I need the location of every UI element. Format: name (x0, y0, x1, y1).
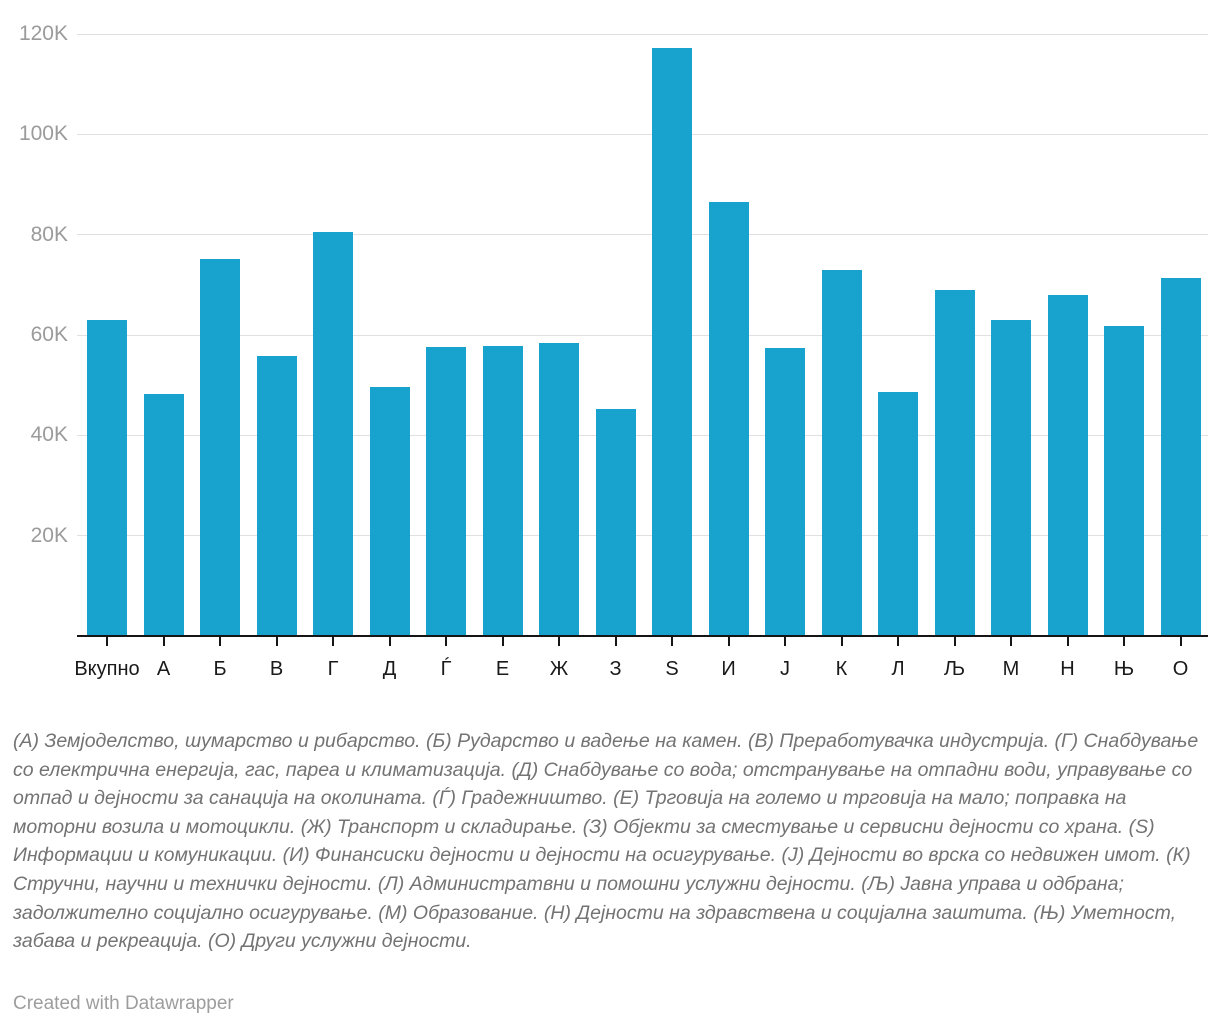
x-tick (1066, 637, 1069, 646)
y-gridline (77, 33, 1208, 35)
bar[interactable] (539, 343, 579, 636)
x-tick-label: Ж (549, 658, 569, 680)
x-tick-label: Л (891, 658, 905, 680)
x-tick-label: Г (327, 658, 339, 680)
x-tick (784, 637, 786, 646)
bar[interactable] (313, 231, 353, 636)
x-tick-label: Љ (943, 658, 966, 680)
bar[interactable] (934, 289, 975, 636)
x-tick-label: А (156, 658, 171, 680)
x-tick (1179, 637, 1182, 646)
x-tick (953, 637, 956, 646)
bar[interactable] (821, 269, 862, 636)
bar[interactable] (652, 48, 692, 636)
bar[interactable] (765, 348, 805, 636)
y-tick-label: 20K (30, 523, 68, 547)
x-tick-label: В (269, 658, 284, 680)
x-tick (275, 637, 278, 646)
x-tick-label: Д (382, 658, 397, 680)
bar-chart-plot-area: 20K 40K 60K 80K 100K 120K Вкупно А Б В Г Д Ѓ Е Ж З Ѕ И Ј К Л… (18, 22, 1208, 680)
x-tick-label: Ј (780, 658, 790, 680)
datawrapper-attribution[interactable]: Created with Datawrapper (13, 993, 234, 1014)
x-tick (388, 637, 391, 646)
y-tick-label: 120K (18, 22, 68, 45)
x-tick (897, 637, 899, 646)
bar[interactable] (87, 319, 127, 636)
bar[interactable] (595, 408, 636, 636)
bar[interactable] (143, 394, 184, 636)
bar[interactable] (200, 258, 240, 636)
x-tick (501, 637, 504, 646)
x-tick-label: Њ (1113, 658, 1135, 680)
bar[interactable] (426, 347, 466, 636)
x-tick-label: И (721, 658, 736, 680)
x-tick-label: Ѕ (665, 658, 679, 680)
y-gridline (77, 234, 1208, 236)
y-gridline (77, 334, 1208, 336)
bar[interactable] (1047, 294, 1088, 636)
bar[interactable] (256, 356, 297, 636)
category-legend-footnote: (А) Земјоделство, шумарство и рибарство.… (13, 730, 1199, 953)
y-tick-label: 60K (30, 323, 68, 346)
x-tick (219, 637, 221, 646)
y-gridline (77, 133, 1208, 135)
bar[interactable] (1160, 278, 1201, 636)
x-tick-label: О (1172, 658, 1189, 680)
x-tick (106, 637, 108, 646)
bar[interactable] (991, 319, 1031, 636)
x-tick-label: Вкупно (74, 658, 140, 680)
y-gridline (77, 535, 1208, 537)
x-tick-label: Е (495, 658, 510, 680)
bar[interactable] (708, 201, 749, 636)
x-tick-label: М (1002, 658, 1020, 680)
x-tick (1123, 637, 1125, 646)
y-tick-label: 40K (30, 423, 68, 447)
x-tick-label: З (609, 658, 622, 680)
bar[interactable] (482, 346, 523, 636)
x-tick (671, 637, 673, 646)
y-gridline (77, 434, 1208, 436)
bar[interactable] (1104, 325, 1144, 636)
x-tick-label: К (835, 658, 848, 680)
x-tick-label: Ѓ (440, 658, 452, 680)
y-tick-label: 100K (18, 122, 68, 146)
x-tick (727, 637, 730, 646)
x-tick (558, 637, 560, 646)
x-tick (445, 637, 447, 646)
x-axis-line (77, 635, 1208, 637)
x-tick-label: Б (213, 658, 227, 680)
x-tick-label: Н (1060, 658, 1075, 680)
x-tick (1010, 637, 1012, 646)
bar[interactable] (878, 391, 918, 636)
y-tick-label: 80K (30, 222, 68, 246)
x-tick (162, 637, 165, 646)
x-tick (840, 637, 843, 646)
x-tick (614, 637, 617, 646)
bar[interactable] (369, 387, 410, 636)
x-tick (332, 637, 334, 646)
